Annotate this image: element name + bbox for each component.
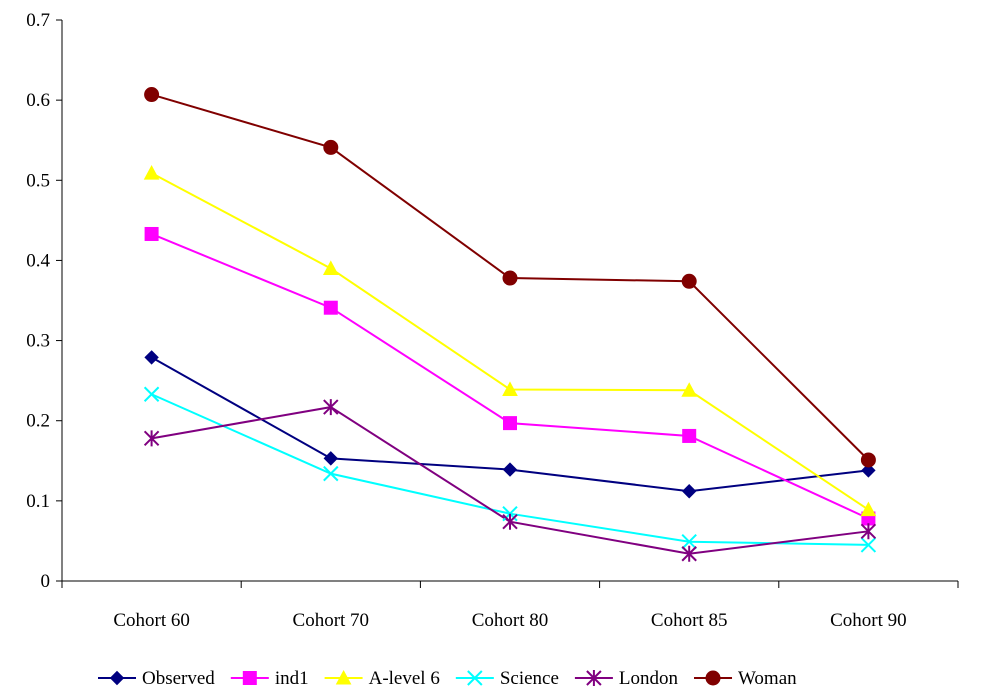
- legend-key-marker: [586, 670, 602, 686]
- legend-label: London: [619, 668, 679, 689]
- y-tick-label: 0.3: [26, 331, 50, 352]
- legend-label: Science: [500, 668, 559, 689]
- series-line-a-level-6: [151, 172, 869, 511]
- data-point-a-level-6: [681, 382, 698, 397]
- y-tick-label: 0: [41, 571, 51, 592]
- x-tick-label: Cohort 60: [113, 610, 190, 631]
- legend-item-a-level-6: A-level 6: [324, 668, 440, 689]
- legend-key-marker: [335, 669, 352, 685]
- x-tick-label: Cohort 85: [651, 610, 728, 631]
- legend-key-marker: [109, 670, 125, 686]
- legend-label: ind1: [275, 668, 309, 689]
- data-point-a-level-6: [143, 165, 160, 180]
- data-point-woman: [323, 139, 339, 155]
- data-point-observed: [502, 462, 518, 477]
- legend-key-marker: [242, 671, 257, 685]
- x-tick-label: Cohort 90: [830, 610, 907, 631]
- y-tick-label: 0.5: [26, 170, 50, 191]
- data-point-observed: [144, 350, 159, 365]
- legend: Observed ind1 A-level 6 Science London Woman: [98, 668, 797, 689]
- legend-item-observed: Observed: [98, 668, 215, 689]
- y-tick-label: 0.4: [26, 250, 50, 271]
- data-point-woman: [144, 87, 160, 103]
- y-tick-label: 0.7: [26, 10, 50, 31]
- y-tick-label: 0.1: [26, 491, 50, 512]
- x-tick-label: Cohort 70: [293, 610, 370, 631]
- data-point-ind1: [144, 226, 159, 241]
- y-tick-label: 0.6: [26, 90, 50, 111]
- data-point-a-level-6: [860, 501, 877, 517]
- data-point-a-level-6: [502, 381, 518, 396]
- data-point-london: [681, 545, 697, 562]
- legend-label: Observed: [142, 668, 215, 689]
- data-point-science: [681, 534, 697, 550]
- data-point-science: [143, 386, 160, 402]
- data-point-london: [860, 523, 877, 540]
- data-point-observed: [323, 451, 339, 466]
- data-point-observed: [681, 484, 697, 499]
- legend-key-marker: [467, 670, 483, 686]
- legend-label: A-level 6: [369, 668, 440, 689]
- legend-item-science: Science: [455, 668, 559, 689]
- data-point-london: [143, 430, 160, 447]
- data-point-a-level-6: [322, 260, 339, 275]
- data-point-woman: [860, 452, 876, 468]
- legend-key-marker: [705, 670, 721, 686]
- data-point-ind1: [323, 300, 338, 315]
- data-point-london: [502, 513, 518, 530]
- data-point-ind1: [503, 416, 517, 431]
- legend-item-london: London: [574, 668, 679, 689]
- data-point-science: [860, 537, 877, 553]
- data-point-observed: [861, 463, 876, 478]
- data-point-london: [323, 399, 339, 416]
- data-point-science: [323, 465, 339, 482]
- legend-label: Woman: [738, 668, 797, 689]
- data-point-woman: [502, 270, 518, 286]
- x-tick-label: Cohort 80: [472, 610, 549, 631]
- y-tick-label: 0.2: [26, 411, 50, 432]
- legend-item-woman: Woman: [694, 668, 797, 689]
- data-point-ind1: [682, 428, 697, 443]
- data-point-woman: [681, 273, 697, 289]
- legend-item-ind1: ind1: [230, 668, 309, 689]
